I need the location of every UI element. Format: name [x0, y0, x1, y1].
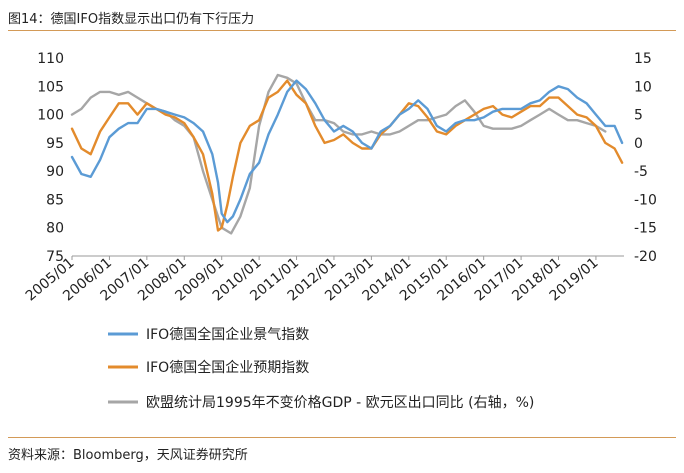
y-left-tick-1: 105 — [37, 79, 64, 95]
y-left-tick-4: 90 — [46, 164, 64, 180]
source-rule — [8, 437, 676, 438]
series-line-0 — [70, 79, 624, 224]
series-line-2 — [70, 73, 607, 235]
caption-rule — [8, 30, 676, 31]
source-note: 资料来源：Bloomberg，天风证券研究所 — [8, 448, 248, 463]
y-right-tick-5: -10 — [634, 192, 657, 208]
y-right-tick-2: 5 — [634, 108, 643, 124]
y-left-tick-6: 80 — [46, 221, 64, 237]
legend-label-1: IFO德国全国企业预期指数 — [146, 359, 309, 376]
y-right-tick-6: -15 — [634, 221, 657, 237]
y-right-tick-7: -20 — [634, 249, 657, 265]
y-left-tick-2: 100 — [37, 108, 64, 124]
legend-label-2: 欧盟统计局1995年不变价格GDP - 欧元区出口同比 (右轴，%) — [146, 395, 534, 411]
ifo-chart: 1101051009590858075151050-5-10-15-202005… — [23, 51, 657, 411]
y-right-tick-4: -5 — [634, 164, 648, 180]
y-right-tick-0: 15 — [634, 51, 652, 67]
figure-caption: 图14：德国IFO指数显示出口仍有下行压力 — [8, 12, 255, 27]
y-left-tick-7: 75 — [46, 249, 64, 265]
series-line-1 — [70, 79, 624, 232]
y-left-tick-0: 110 — [37, 51, 64, 67]
y-left-tick-3: 95 — [46, 136, 64, 152]
legend-label-0: IFO德国全国企业景气指数 — [146, 326, 309, 343]
y-right-tick-1: 10 — [634, 79, 652, 95]
y-left-tick-5: 85 — [46, 192, 64, 208]
y-right-tick-3: 0 — [634, 136, 643, 152]
